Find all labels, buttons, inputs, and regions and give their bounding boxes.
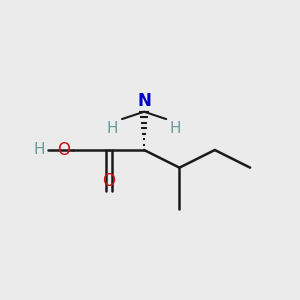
Text: O: O (102, 172, 115, 190)
Text: H: H (170, 121, 181, 136)
Text: H: H (107, 121, 118, 136)
Text: H: H (34, 142, 46, 158)
Text: N: N (137, 92, 151, 110)
Text: O: O (58, 141, 70, 159)
